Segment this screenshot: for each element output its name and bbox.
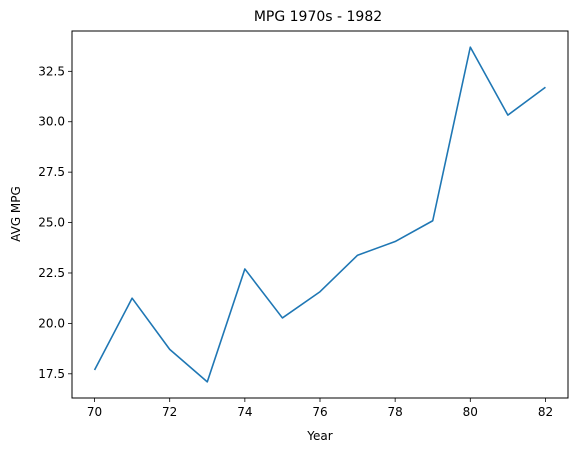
plot-area: 70 72 74 76 78 80 82 17.5 20.0 22.5 25.0 27.5 30.0 3… <box>38 30 569 419</box>
plot-frame <box>71 30 569 399</box>
x-tick-label: 74 <box>237 405 252 419</box>
series-line <box>93 46 546 383</box>
y-tick-label: 22.5 <box>38 266 65 280</box>
x-axis-label: Year <box>306 429 332 443</box>
x-tick-label: 76 <box>312 405 327 419</box>
x-tick-label: 78 <box>388 405 403 419</box>
y-tick-label: 30.0 <box>38 115 65 129</box>
y-axis: 17.5 20.0 22.5 25.0 27.5 30.0 32.5 <box>38 64 72 381</box>
y-tick-label: 27.5 <box>38 165 65 179</box>
x-tick-label: 80 <box>463 405 478 419</box>
chart-title: MPG 1970s - 1982 <box>254 9 382 25</box>
x-axis: 70 72 74 76 78 80 82 <box>87 398 553 419</box>
y-tick-label: 25.0 <box>38 216 65 230</box>
x-tick-label: 72 <box>162 405 177 419</box>
x-tick-label: 70 <box>87 405 102 419</box>
y-tick-label: 32.5 <box>38 64 65 78</box>
x-tick-label: 82 <box>538 405 553 419</box>
y-tick-label: 17.5 <box>38 367 65 381</box>
y-tick-label: 20.0 <box>38 316 65 330</box>
y-axis-label: AVG MPG <box>9 186 23 242</box>
